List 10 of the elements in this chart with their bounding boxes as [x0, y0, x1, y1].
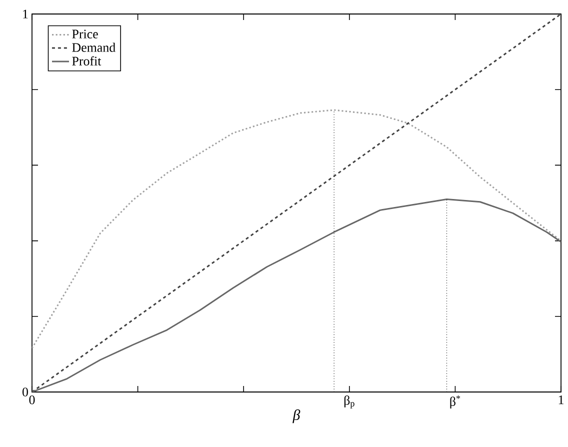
- x-tick-label: β$_{p}$: [344, 396, 354, 408]
- x-axis-title: β: [292, 409, 300, 424]
- legend-label: Price: [72, 30, 98, 38]
- x-tick-label: 0: [29, 396, 35, 404]
- line-series: [32, 198, 562, 392]
- line-series: [32, 109, 562, 349]
- legend-label: Profit: [72, 56, 102, 66]
- x-tick-label: 1: [558, 396, 564, 404]
- x-tick-label: β$^{*}$: [450, 396, 460, 409]
- legend-label: Demand: [72, 42, 116, 52]
